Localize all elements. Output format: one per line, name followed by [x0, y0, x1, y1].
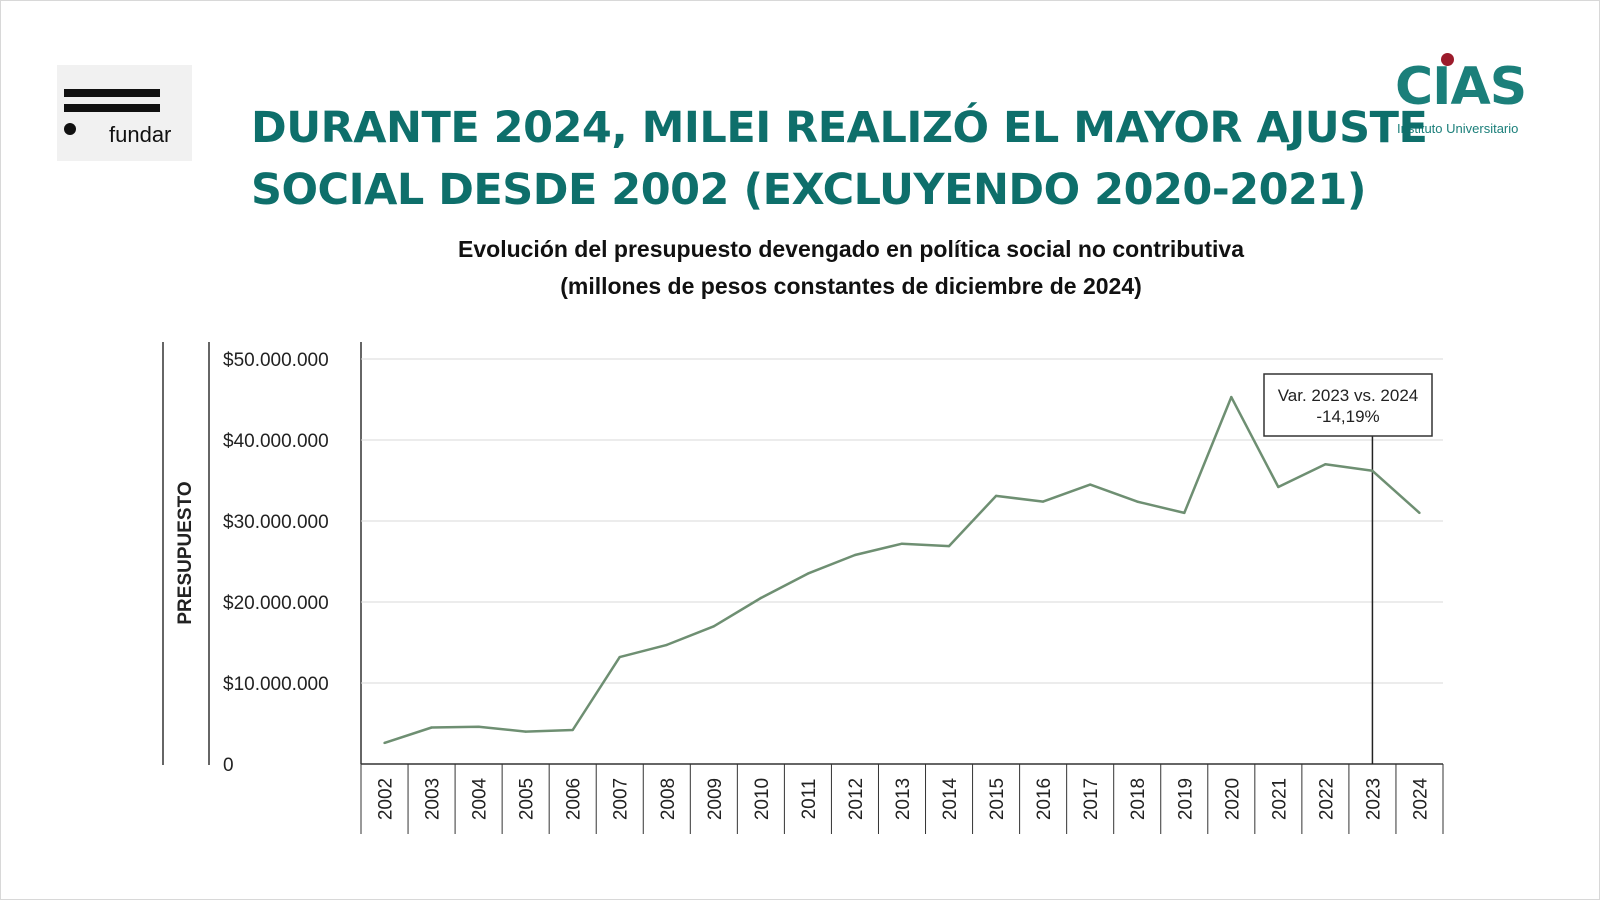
cias-logo-dot	[1441, 53, 1454, 66]
data-point	[618, 655, 621, 659]
fundar-logo-bar-top	[64, 89, 160, 97]
x-tick-label: 2011	[799, 779, 820, 820]
y-tick-label: $50.000.000	[223, 350, 329, 371]
x-tick-label: 2021	[1269, 778, 1290, 820]
y-axis-label: PRESUPUESTO	[175, 481, 196, 624]
x-tick-label: 2016	[1034, 778, 1055, 820]
data-point	[571, 728, 574, 732]
annotation-text-line-2: -14,19%	[1316, 407, 1379, 426]
data-point	[1088, 483, 1092, 486]
annotation-box	[1263, 373, 1433, 437]
cias-logo-text: CIAS	[1395, 57, 1527, 117]
x-tick-label: 2014	[940, 777, 961, 820]
x-tick-label: 2018	[1128, 778, 1149, 820]
x-tick-label: 2005	[517, 778, 538, 820]
chart-title: Evolución del presupuesto devengado en p…	[458, 236, 1244, 262]
y-tick-label: 0	[223, 755, 234, 776]
cias-logo: CIAS Instituto Universitario	[1393, 51, 1553, 141]
data-point	[665, 643, 668, 647]
x-tick-label: 2006	[564, 778, 585, 820]
data-point	[1230, 395, 1233, 399]
chart-heading: Evolución del presupuesto devengado en p…	[351, 231, 1351, 305]
data-point	[1136, 500, 1139, 503]
x-tick-label: 2008	[658, 778, 679, 820]
series-line	[384, 395, 1421, 745]
slide-title-line-2: SOCIAL DESDE 2002 (EXCLUYENDO 2020-2021)	[251, 165, 1367, 215]
data-point	[947, 544, 951, 548]
data-point	[1041, 500, 1045, 503]
x-tick-label: 2024	[1410, 777, 1431, 820]
x-tick-label: 2013	[893, 778, 914, 820]
y-tick-label: $30.000.000	[223, 512, 329, 533]
x-tick-label: 2022	[1316, 778, 1337, 820]
x-tick-label: 2010	[752, 778, 773, 820]
slide-title-line-1: DURANTE 2024, MILEI REALIZÓ EL MAYOR AJU…	[251, 103, 1428, 153]
x-tick-label: 2003	[423, 778, 444, 820]
x-tick-label: 2015	[987, 778, 1008, 820]
x-tick-label: 2002	[376, 778, 397, 820]
data-point	[383, 741, 386, 745]
x-tick-label: 2023	[1363, 778, 1384, 820]
x-tick-label: 2004	[470, 777, 491, 820]
x-tick-label: 2009	[705, 778, 726, 820]
data-point	[1183, 511, 1186, 515]
y-tick-label: $10.000.000	[223, 674, 329, 695]
y-tick-label: $40.000.000	[223, 431, 329, 452]
y-tick-label: $20.000.000	[223, 593, 329, 614]
fundar-logo: fundar	[57, 65, 192, 161]
fundar-logo-dot	[64, 123, 76, 135]
data-point	[712, 625, 716, 628]
cias-logo-subtitle: Instituto Universitario	[1397, 121, 1519, 136]
data-point	[900, 542, 904, 545]
data-point	[1371, 469, 1374, 472]
data-point	[524, 730, 527, 733]
annotation-text-line-1: Var. 2023 vs. 2024	[1278, 386, 1419, 405]
data-point	[430, 726, 433, 729]
data-point	[1324, 463, 1327, 466]
data-point	[853, 553, 857, 557]
chart-subtitle: (millones de pesos constantes de diciemb…	[560, 273, 1142, 299]
x-tick-label: 2007	[611, 778, 632, 820]
fundar-logo-bar-bottom	[64, 104, 160, 112]
x-tick-label: 2019	[1175, 778, 1196, 820]
data-point	[477, 725, 480, 728]
data-point	[759, 596, 763, 600]
data-point	[1277, 485, 1280, 489]
x-tick-label: 2017	[1081, 778, 1102, 820]
x-tick-label: 2020	[1222, 778, 1243, 820]
fundar-logo-text: fundar	[109, 122, 172, 147]
data-point	[1418, 511, 1421, 515]
data-point	[994, 494, 998, 498]
x-tick-label: 2012	[846, 778, 867, 820]
data-point	[806, 572, 810, 575]
slide-title: DURANTE 2024, MILEI REALIZÓ EL MAYOR AJU…	[251, 97, 1428, 221]
